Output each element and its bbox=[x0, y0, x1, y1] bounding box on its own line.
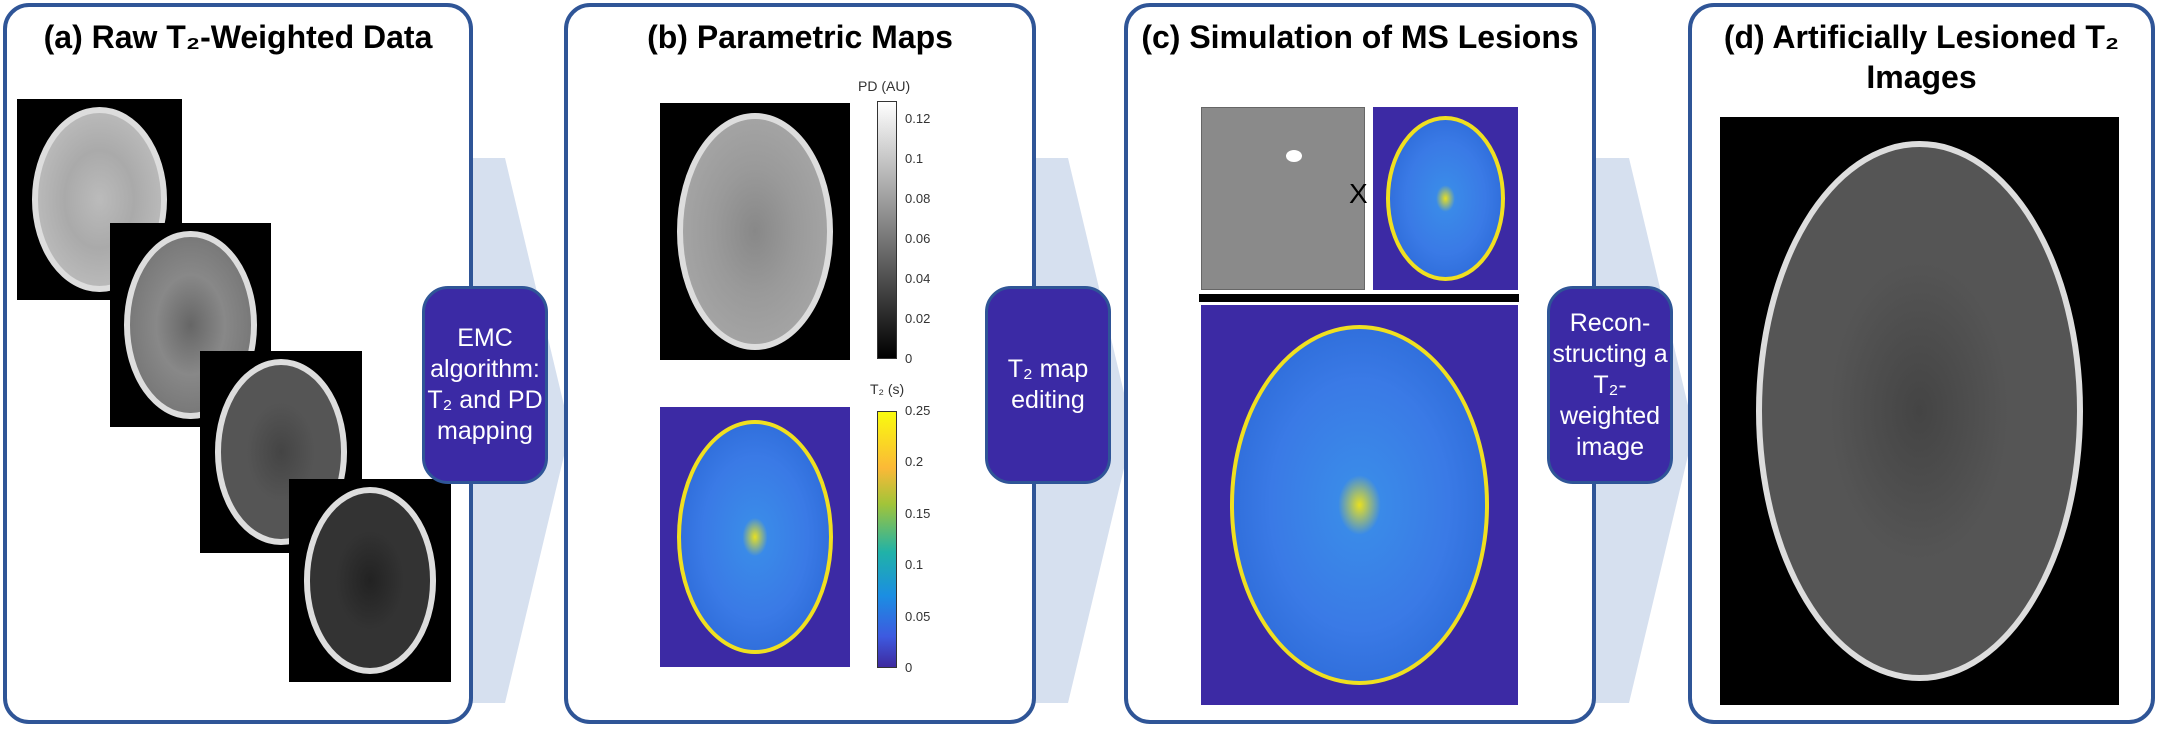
colorbar-tick: 0.1 bbox=[905, 151, 924, 167]
step-label: T₂ map editing bbox=[1007, 355, 1089, 414]
panel-title: (c) Simulation of MS Lesions bbox=[1141, 19, 1579, 55]
panel-title: (b) Parametric Maps bbox=[647, 19, 953, 55]
raw-t2-image-4 bbox=[289, 479, 451, 682]
lesioned-t2-image bbox=[1720, 117, 2119, 705]
colorbar-tick: 0.2 bbox=[905, 454, 924, 470]
pd-colorbar-label: PD (AU) bbox=[858, 78, 911, 94]
colorbar-tick: 0.15 bbox=[905, 505, 931, 521]
step-t2-map-editing: T₂ map editing bbox=[985, 286, 1111, 484]
step-reconstruction: Recon-structing a T₂-weighted image bbox=[1547, 286, 1673, 484]
lesion-blob bbox=[1286, 150, 1302, 162]
colorbar-tick: 0.05 bbox=[905, 608, 931, 624]
colorbar-tick: 0 bbox=[905, 660, 913, 675]
colorbar-tick: 0.25 bbox=[905, 403, 931, 418]
multiply-symbol: X bbox=[1349, 178, 1368, 209]
t2-map-small bbox=[1373, 107, 1518, 290]
step-label: Recon-structing a T₂-weighted image bbox=[1552, 308, 1668, 461]
edited-t2-map bbox=[1201, 305, 1518, 705]
colorbar-tick: 0 bbox=[905, 351, 913, 366]
colorbar-tick: 0.08 bbox=[905, 191, 931, 207]
raw-t2-image-3 bbox=[200, 351, 362, 553]
panel-title: (d) Artificially Lesioned T₂ Images bbox=[1723, 19, 2120, 95]
t2-map-image bbox=[660, 407, 850, 667]
divider-line bbox=[1199, 294, 1519, 302]
step-emc-algorithm: EMC algorithm: T₂ and PD mapping bbox=[422, 286, 548, 484]
pd-map-image bbox=[660, 103, 850, 360]
colorbar-tick: 0.1 bbox=[905, 557, 924, 573]
colorbar-tick: 0.06 bbox=[905, 231, 931, 247]
pd-colorbar bbox=[877, 101, 897, 359]
panel-title: (a) Raw T₂-Weighted Data bbox=[43, 19, 433, 55]
t2-colorbar-label: T₂ (s) bbox=[870, 381, 905, 397]
lesion-mask-image bbox=[1201, 107, 1365, 290]
t2-colorbar bbox=[877, 411, 897, 668]
raw-t2-image-1 bbox=[17, 99, 182, 300]
colorbar-tick: 0.04 bbox=[905, 271, 931, 287]
colorbar-tick: 0.02 bbox=[905, 311, 931, 326]
colorbar-tick: 0.12 bbox=[905, 111, 931, 127]
step-label: EMC algorithm: T₂ and PD mapping bbox=[427, 324, 543, 445]
